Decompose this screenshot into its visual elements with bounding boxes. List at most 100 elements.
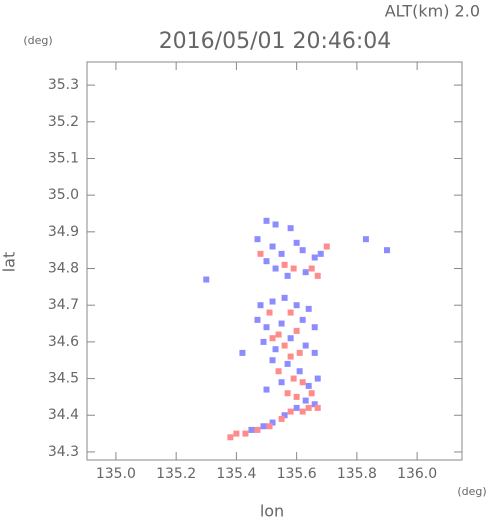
data-pixel — [263, 324, 270, 331]
data-pixel — [323, 243, 330, 250]
data-pixel — [299, 379, 306, 386]
data-pixel — [302, 342, 309, 349]
data-pixel — [263, 386, 270, 393]
y-tick-label: 35.1 — [48, 150, 79, 166]
data-pixel — [287, 335, 294, 342]
data-pixel — [287, 353, 294, 360]
data-pixel — [302, 269, 309, 276]
data-pixel — [314, 404, 321, 411]
y-tick-label: 34.7 — [48, 297, 79, 313]
data-pixel — [299, 247, 306, 254]
data-pixel — [281, 294, 288, 301]
y-tick-label: 34.9 — [48, 224, 79, 240]
data-pixel — [254, 236, 261, 243]
data-pixel — [314, 272, 321, 279]
y-tick-label: 34.8 — [48, 261, 79, 277]
data-pixel — [260, 338, 267, 345]
data-pixel — [260, 423, 267, 430]
data-pixel — [272, 346, 279, 353]
y-unit: (deg) — [23, 34, 52, 47]
data-pixel — [302, 397, 309, 404]
data-pixel — [263, 258, 270, 265]
data-pixel — [287, 225, 294, 232]
x-unit: (deg) — [457, 485, 486, 498]
data-pixel — [296, 368, 303, 375]
y-tick-label: 34.6 — [48, 334, 79, 350]
x-axis-label: lon — [260, 502, 284, 521]
data-pixel — [296, 349, 303, 356]
data-pixel — [242, 430, 249, 437]
y-tick-label: 35.2 — [48, 114, 79, 130]
data-pixel — [239, 349, 246, 356]
data-pixel — [278, 415, 285, 422]
data-pixel — [266, 423, 273, 430]
data-pixel — [311, 254, 318, 261]
data-pixel — [311, 401, 318, 408]
data-pixel — [308, 390, 315, 397]
data-pixel — [314, 375, 321, 382]
data-pixel — [269, 298, 276, 305]
data-pixel — [290, 375, 297, 382]
data-pixel — [284, 272, 291, 279]
data-pixel — [305, 404, 312, 411]
data-pixel — [254, 426, 261, 433]
x-tick-label: 136.0 — [397, 466, 437, 482]
y-tick-label: 34.5 — [48, 371, 79, 387]
data-pixel — [284, 360, 291, 367]
data-pixel — [272, 265, 279, 272]
data-pixel — [266, 309, 273, 316]
data-pixel — [293, 393, 300, 400]
data-pixel — [269, 419, 276, 426]
data-pixel — [384, 247, 390, 254]
subtitle: ALT(km) 2.0 — [385, 2, 480, 21]
data-pixel — [203, 276, 210, 283]
data-pixel — [257, 302, 264, 309]
data-pixel — [275, 331, 282, 338]
data-pixel — [227, 434, 234, 441]
data-pixel — [284, 390, 291, 397]
data-pixel — [293, 302, 300, 309]
data-pixel — [233, 430, 240, 437]
data-pixel — [287, 408, 294, 415]
data-pixel — [293, 327, 300, 334]
data-pixel — [290, 265, 297, 272]
data-pixel — [281, 342, 288, 349]
data-pixel — [263, 217, 270, 224]
data-pixel — [362, 236, 369, 243]
data-pixel — [278, 320, 285, 327]
plot-frame — [86, 61, 463, 461]
data-pixel — [299, 408, 306, 415]
y-tick-label: 34.4 — [48, 407, 79, 423]
data-pixel — [281, 412, 288, 419]
data-pixel — [278, 250, 285, 257]
data-pixel — [254, 316, 261, 323]
data-pixel — [275, 368, 282, 375]
y-tick-label: 34.3 — [48, 444, 79, 460]
data-pixel — [317, 250, 324, 257]
y-tick-label: 35.0 — [48, 187, 79, 203]
data-pixel — [311, 324, 318, 331]
y-tick-label: 35.3 — [48, 77, 79, 93]
data-pixel — [308, 265, 315, 272]
data-pixel — [248, 426, 255, 433]
chart-title: 2016/05/01 20:46:04 — [159, 29, 392, 54]
x-tick-label: 135.6 — [277, 466, 317, 482]
data-pixel — [305, 305, 312, 312]
data-pixel — [257, 250, 264, 257]
y-axis-label: lat — [0, 252, 19, 273]
data-pixel — [299, 316, 306, 323]
data-pixel — [281, 261, 288, 268]
x-tick-label: 135.0 — [96, 466, 136, 482]
data-pixel — [269, 243, 276, 250]
x-tick-label: 135.4 — [216, 466, 256, 482]
data-pixel — [278, 379, 285, 386]
data-pixel — [293, 239, 300, 246]
data-pixel — [287, 309, 294, 316]
x-tick-label: 135.8 — [337, 466, 377, 482]
data-pixel — [305, 382, 312, 389]
data-pixel — [272, 221, 279, 228]
data-pixel — [293, 404, 300, 411]
data-pixel — [269, 335, 276, 342]
data-pixel — [269, 357, 276, 364]
